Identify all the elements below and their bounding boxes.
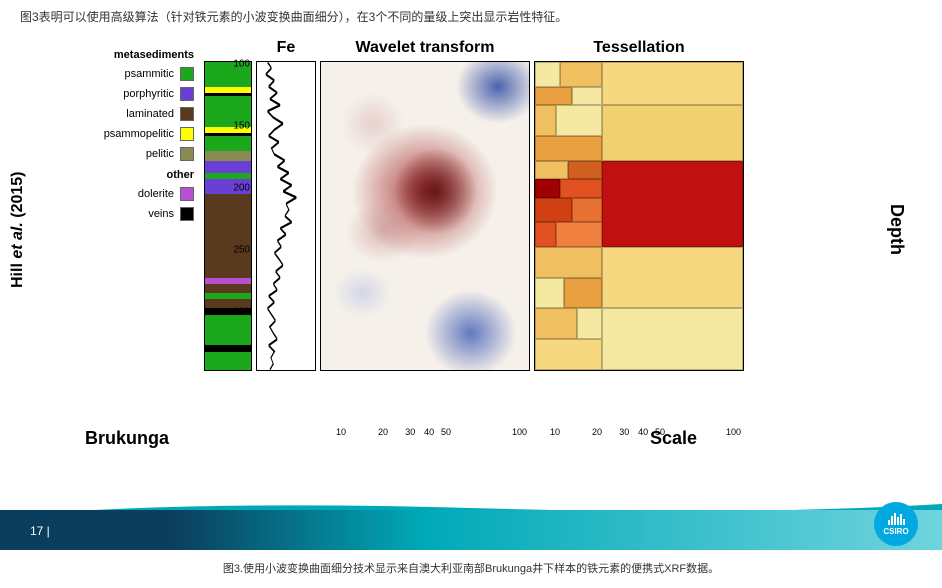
legend-item: laminated (80, 107, 194, 121)
ytick: 300 (233, 306, 250, 317)
figure-container: Hill et al. (2015) Brukunga Scale Depth … (0, 39, 942, 459)
xtick: 100 (512, 427, 527, 437)
legend-swatch (180, 107, 194, 121)
csiro-bars-icon (888, 513, 905, 525)
legend-label: pelitic (146, 148, 174, 160)
tess-cell (535, 278, 564, 309)
ytick: 100 (233, 58, 250, 69)
intro-text: 图3表明可以使用高级算法（针对铁元素的小波变换曲面细分），在3个不同的量级上突出… (0, 0, 942, 29)
tess-cell (535, 136, 602, 161)
tess-cell (572, 87, 601, 105)
page-number: 17 | (30, 524, 50, 538)
depth-axis: 100 150 200 250 300 (224, 39, 252, 349)
xtick: 40 (424, 427, 434, 437)
ytick: 150 (233, 120, 250, 131)
tess-cell (602, 105, 743, 160)
tess-cell (535, 198, 572, 223)
xtick: 30 (405, 427, 415, 437)
legend-header-meta: metasediments (80, 49, 194, 61)
tess-cell (602, 161, 743, 247)
wavelet-panel: Wavelet transform 1020304050100 (320, 39, 530, 419)
tess-cell (577, 308, 602, 339)
tess-cell (535, 62, 560, 87)
tessellation-xaxis: 10 20 30 40 50 100 (534, 421, 744, 437)
tess-cell (535, 247, 602, 278)
legend-swatch (180, 127, 194, 141)
wavelet-plot (320, 61, 530, 371)
xtick: 50 (441, 427, 451, 437)
fe-plot (256, 61, 316, 371)
xtick: 40 (638, 427, 648, 437)
legend-label: porphyritic (123, 88, 174, 100)
location-label: Brukunga (85, 428, 169, 449)
legend-header-other: other (80, 169, 194, 181)
tess-cell (564, 278, 601, 309)
tess-cell (535, 222, 556, 247)
legend-item: pelitic (80, 147, 194, 161)
ytick: 200 (233, 182, 250, 193)
tess-cell (556, 105, 602, 136)
wavelet-xaxis: 10 20 30 40 50 100 (320, 421, 530, 437)
strat-segment (205, 352, 251, 370)
panels-row: metasediments psammitic porphyritic lamina… (80, 39, 744, 419)
tess-cell (535, 339, 602, 370)
csiro-text: CSIRO (883, 527, 908, 536)
tess-cell (535, 179, 560, 197)
tess-cell (535, 308, 577, 339)
legend-swatch (180, 187, 194, 201)
citation-suffix: (2015) (9, 171, 26, 222)
tess-cell (560, 179, 602, 197)
csiro-logo: CSIRO (874, 502, 918, 546)
legend-swatch (180, 147, 194, 161)
xtick: 100 (726, 427, 741, 437)
citation-prefix: Hill (9, 259, 26, 288)
legend-swatch (180, 207, 194, 221)
xtick: 10 (550, 427, 560, 437)
depth-axis-label: Depth (886, 204, 907, 255)
legend-label: psammitic (124, 68, 174, 80)
tess-cell (568, 161, 601, 179)
xtick: 10 (336, 427, 346, 437)
xtick: 20 (592, 427, 602, 437)
legend-label: psammopelitic (104, 128, 174, 140)
wavelet-title: Wavelet transform (320, 39, 530, 61)
legend-label: dolerite (138, 188, 174, 200)
legend-swatch (180, 67, 194, 81)
citation-label: Hill et al. (2015) (9, 171, 27, 288)
fe-panel: Fe 100150200250300 (256, 39, 316, 419)
xtick: 30 (619, 427, 629, 437)
tess-cell (602, 247, 743, 309)
tessellation-plot (534, 61, 744, 371)
tess-cell (602, 62, 743, 105)
legend-item: psammitic (80, 67, 194, 81)
legend-item: dolerite (80, 187, 194, 201)
tess-cell (560, 62, 602, 87)
legend-item: porphyritic (80, 87, 194, 101)
legend-item: psammopelitic (80, 127, 194, 141)
footer-band (0, 510, 942, 550)
tess-cell (535, 87, 572, 105)
tess-cell (556, 222, 602, 247)
tess-cell (535, 105, 556, 136)
legend-label: veins (148, 208, 174, 220)
tessellation-title: Tessellation (534, 39, 744, 61)
legend: metasediments psammitic porphyritic lamina… (80, 39, 200, 419)
citation-italic: et al. (9, 222, 26, 258)
xtick: 50 (655, 427, 665, 437)
legend-swatch (180, 87, 194, 101)
tess-cell (602, 308, 743, 370)
xtick: 20 (378, 427, 388, 437)
tess-cell (572, 198, 601, 223)
legend-item: veins (80, 207, 194, 221)
ytick: 250 (233, 244, 250, 255)
tess-cell (535, 161, 568, 179)
fe-title: Fe (256, 39, 316, 61)
tessellation-panel: Tessellation 1020304050100 (534, 39, 744, 419)
legend-label: laminated (126, 108, 174, 120)
figure-caption: 图3.使用小波变换曲面细分技术显示来自澳大利亚南部Brukunga井下样本的铁元… (0, 560, 942, 576)
